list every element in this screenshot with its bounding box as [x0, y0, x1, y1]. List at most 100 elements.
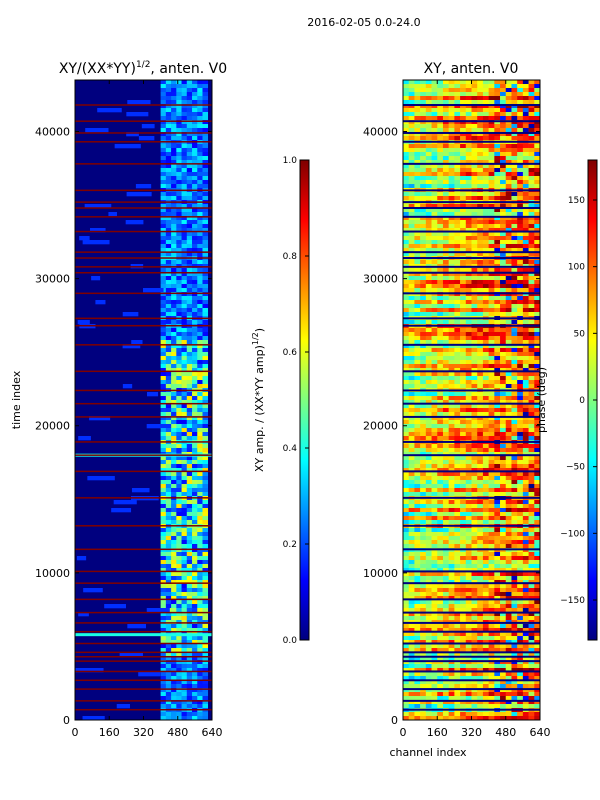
- phase-heatmap-cell: [448, 444, 455, 449]
- phase-heatmap-cell: [471, 156, 478, 161]
- phase-heatmap-cell: [522, 80, 529, 85]
- phase-heatmap-cell: [425, 344, 432, 349]
- amplitude-heatmap-cell: [171, 128, 177, 133]
- phase-heatmap-cell: [505, 568, 512, 573]
- amplitude-heatmap-cell: [160, 100, 167, 105]
- phase-heatmap-cell: [534, 464, 541, 469]
- phase-heatmap-cell: [408, 128, 415, 133]
- phase-heatmap-cell: [471, 576, 478, 581]
- amplitude-heatmap-cell: [186, 288, 193, 293]
- amplitude-heatmap-cell: [197, 472, 203, 477]
- phase-heatmap-cell: [437, 288, 444, 293]
- phase-heatmap-cell: [517, 624, 524, 629]
- phase-heatmap-cell: [460, 380, 467, 385]
- phase-heatmap-cell: [488, 624, 495, 629]
- phase-heatmap-cell: [437, 408, 444, 413]
- phase-heatmap-cell: [528, 284, 535, 289]
- phase-heatmap-cell: [511, 92, 518, 97]
- phase-heatmap-cell: [471, 532, 478, 537]
- phase-heatmap-cell: [494, 512, 501, 517]
- phase-heatmap-cell: [460, 228, 467, 233]
- phase-heatmap-cell: [477, 644, 484, 649]
- phase-heatmap-cell: [488, 328, 495, 333]
- phase-heatmap-cell: [437, 332, 444, 337]
- phase-heatmap-cell: [442, 116, 449, 121]
- amplitude-heatmap-cell: [176, 356, 182, 361]
- amplitude-heatmap-cell: [142, 288, 164, 293]
- phase-heatmap-cell: [511, 416, 518, 421]
- phase-heatmap-cell: [522, 284, 529, 289]
- amplitude-heatmap-cell: [165, 320, 172, 325]
- amplitude-heatmap-cell: [202, 692, 209, 697]
- phase-heatmap-cell: [442, 428, 449, 433]
- amplitude-heatmap-cell: [171, 704, 177, 709]
- phase-heatmap-cell: [465, 360, 472, 365]
- phase-heatmap-cell: [420, 100, 427, 105]
- phase-heatmap-cell: [465, 196, 472, 201]
- amplitude-heatmap-cell: [171, 192, 177, 197]
- phase-heatmap-cell: [431, 284, 438, 289]
- phase-heatmap-cell: [500, 208, 507, 213]
- amplitude-heatmap-cell: [165, 556, 172, 561]
- phase-heatmap-cell: [437, 320, 444, 325]
- phase-heatmap-cell: [511, 600, 518, 605]
- amplitude-heatmap-cell: [192, 104, 198, 109]
- amplitude-heatmap-cell: [186, 648, 193, 653]
- phase-heatmap-cell: [500, 508, 507, 513]
- phase-heatmap-cell: [494, 424, 501, 429]
- phase-heatmap-cell: [403, 144, 410, 149]
- phase-heatmap-cell: [454, 272, 461, 277]
- amplitude-heatmap-cell: [131, 488, 150, 493]
- phase-heatmap-cell: [414, 420, 421, 425]
- amplitude-heatmap-cell: [165, 656, 172, 661]
- phase-heatmap-cell: [437, 84, 444, 89]
- amplitude-heatmap-cell: [197, 424, 203, 429]
- amplitude-heatmap-cell: [181, 696, 188, 701]
- phase-heatmap-cell: [454, 404, 461, 409]
- phase-heatmap-cell: [500, 628, 507, 633]
- phase-heatmap-cell: [448, 460, 455, 465]
- phase-heatmap-cell: [534, 232, 541, 237]
- amplitude-heatmap-cell: [202, 536, 209, 541]
- amplitude-heatmap-cell: [192, 308, 198, 313]
- amplitude-heatmap-cell: [181, 516, 188, 521]
- phase-heatmap-cell: [431, 376, 438, 381]
- phase-heatmap-cell: [414, 480, 421, 485]
- phase-heatmap-cell: [471, 144, 478, 149]
- phase-heatmap-cell: [534, 428, 541, 433]
- phase-heatmap-cell: [442, 608, 449, 613]
- phase-heatmap-cell: [494, 360, 501, 365]
- phase-heatmap-cell: [442, 312, 449, 317]
- phase-heatmap-cell: [460, 224, 467, 229]
- phase-heatmap-cell: [528, 644, 535, 649]
- amplitude-heatmap-cell: [176, 648, 182, 653]
- amplitude-heatmap-cell: [160, 84, 167, 89]
- phase-heatmap-cell: [517, 304, 524, 309]
- phase-heatmap-cell: [528, 80, 535, 85]
- amplitude-heatmap-cell: [176, 132, 182, 137]
- phase-heatmap-cell: [500, 372, 507, 377]
- phase-heatmap-cell: [477, 208, 484, 213]
- phase-heatmap-cell: [431, 588, 438, 593]
- amplitude-heatmap-cell: [202, 236, 209, 241]
- phase-heatmap-cell: [403, 212, 410, 217]
- phase-heatmap-cell: [437, 588, 444, 593]
- phase-heatmap-cell: [511, 168, 518, 173]
- amplitude-heatmap-cell: [181, 228, 188, 233]
- amplitude-heatmap-cell: [171, 508, 177, 513]
- amplitude-heatmap-cell: [181, 164, 188, 169]
- phase-heatmap-cell: [460, 572, 467, 577]
- phase-heatmap-cell: [511, 80, 518, 85]
- amplitude-heatmap-cell: [176, 360, 182, 365]
- phase-heatmap-cell: [511, 352, 518, 357]
- phase-heatmap-cell: [465, 92, 472, 97]
- phase-heatmap-cell: [420, 312, 427, 317]
- phase-heatmap-cell: [528, 504, 535, 509]
- phase-heatmap-cell: [505, 160, 512, 165]
- amplitude-heatmap-cell: [165, 164, 172, 169]
- phase-heatmap-cell: [500, 344, 507, 349]
- phase-heatmap-cell: [517, 480, 524, 485]
- phase-heatmap-cell: [420, 304, 427, 309]
- phase-heatmap-cell: [414, 508, 421, 513]
- phase-heatmap-cell: [425, 276, 432, 281]
